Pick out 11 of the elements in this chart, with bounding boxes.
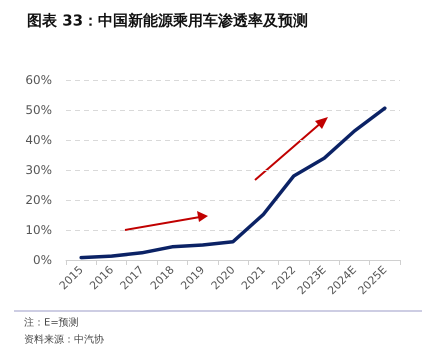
y-tick-label: 10%	[25, 223, 52, 237]
y-tick-label: 50%	[25, 103, 52, 117]
y-tick-label: 60%	[25, 73, 52, 87]
chart-title: 图表 33：中国新能源乘用车渗透率及预测	[27, 12, 308, 30]
text: 资料来源：中汽协	[24, 334, 104, 346]
y-tick-label: 30%	[25, 163, 52, 177]
y-tick-label: 20%	[25, 193, 52, 207]
text: 注：E=预测	[24, 316, 79, 328]
y-tick-label: 40%	[25, 133, 52, 147]
y-tick-label: 0%	[32, 253, 52, 267]
line-series	[79, 106, 387, 260]
